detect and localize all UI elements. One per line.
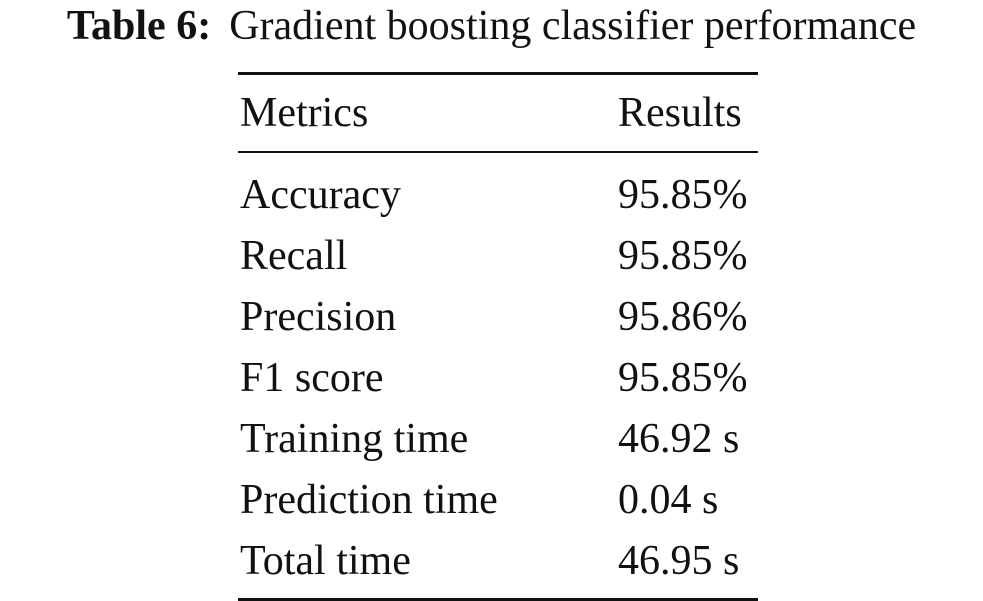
table-caption-label: Table 6: (66, 3, 212, 49)
metric-cell: Recall (240, 233, 348, 279)
metric-cell: Training time (240, 416, 469, 462)
table-body: Accuracy 95.85% Recall 95.85% Precision … (238, 152, 758, 600)
header-metrics: Metrics (240, 90, 369, 136)
metric-cell: Accuracy (240, 172, 401, 218)
result-cell: 0.04 s (618, 477, 719, 523)
result-cell: 95.86% (618, 294, 748, 340)
metric-cell: Total time (240, 538, 411, 584)
result-cell: 95.85% (618, 355, 748, 401)
result-cell: 46.95 s (618, 538, 740, 584)
performance-table: Metrics Results Accuracy 95.85% Recall 9… (238, 72, 758, 601)
result-cell: 95.85% (618, 172, 748, 218)
performance-table-container: Metrics Results Accuracy 95.85% Recall 9… (238, 72, 758, 601)
table-row: Accuracy 95.85% (238, 152, 758, 226)
result-cell: 95.85% (618, 233, 748, 279)
table-row: Training time 46.92 s (238, 409, 758, 470)
table-caption-text: Gradient boosting classifier performance (229, 3, 917, 49)
header-results: Results (618, 90, 742, 136)
metric-cell: Prediction time (240, 477, 498, 523)
metric-cell: F1 score (240, 355, 384, 401)
table-row: Prediction time 0.04 s (238, 470, 758, 531)
metric-cell: Precision (240, 294, 397, 340)
table-row: Precision 95.86% (238, 287, 758, 348)
table-row: Total time 46.95 s (238, 531, 758, 600)
table-row: F1 score 95.85% (238, 348, 758, 409)
table-row: Recall 95.85% (238, 226, 758, 287)
result-cell: 46.92 s (618, 416, 740, 462)
header-row: Metrics Results (238, 73, 758, 152)
table-caption: Table 6: Gradient boosting classifier per… (0, 0, 983, 52)
table-header: Metrics Results (238, 73, 758, 152)
